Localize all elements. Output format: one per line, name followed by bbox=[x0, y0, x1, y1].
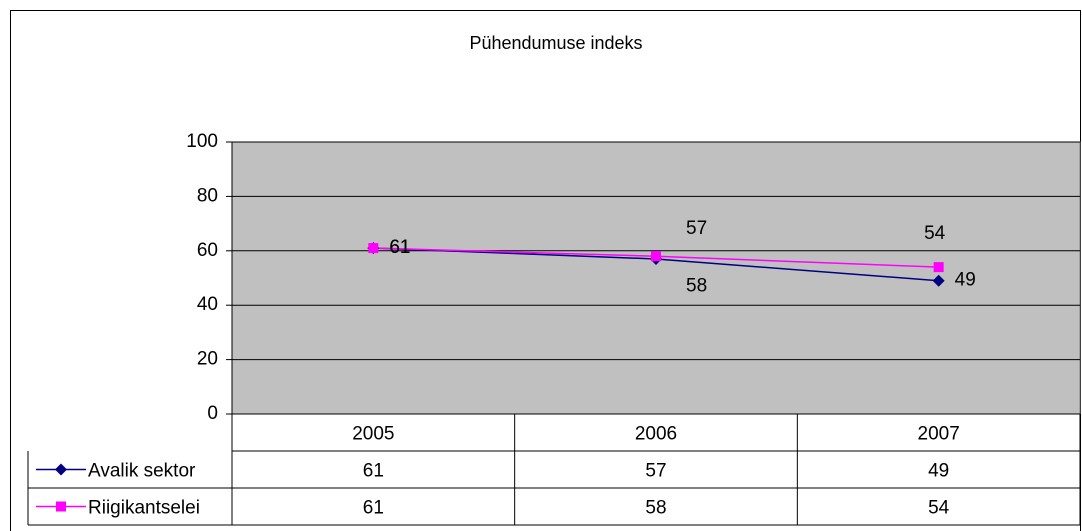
marker bbox=[55, 463, 67, 476]
table-value: 58 bbox=[645, 498, 666, 519]
table-value: 61 bbox=[363, 498, 384, 519]
chart-title: Pühendumuse indeks bbox=[469, 33, 642, 53]
marker bbox=[651, 251, 661, 262]
y-tick-label: 100 bbox=[186, 131, 218, 152]
marker bbox=[932, 274, 945, 287]
table-value: 49 bbox=[928, 461, 949, 482]
plot-area bbox=[231, 141, 1081, 415]
data-label: 57 bbox=[686, 218, 707, 239]
marker bbox=[368, 243, 379, 254]
table-value: 61 bbox=[363, 461, 384, 482]
x-tick-label: 2007 bbox=[918, 424, 960, 445]
legend-label: Riigikantselei bbox=[88, 498, 200, 519]
data-label: 49 bbox=[955, 270, 976, 291]
data-label: 58 bbox=[686, 275, 707, 296]
x-tick-label: 2005 bbox=[352, 424, 394, 445]
y-tick-label: 80 bbox=[197, 185, 218, 206]
data-label: 61 bbox=[389, 237, 410, 258]
y-tick-label: 0 bbox=[207, 403, 218, 424]
table-value: 54 bbox=[928, 498, 950, 519]
y-tick-label: 40 bbox=[197, 294, 218, 315]
marker bbox=[933, 262, 944, 273]
table-value: 57 bbox=[645, 461, 666, 482]
x-tick-label: 2006 bbox=[635, 424, 677, 445]
y-tick-label: 20 bbox=[197, 349, 218, 370]
marker bbox=[56, 501, 66, 512]
legend-label: Avalik sektor bbox=[88, 461, 196, 482]
data-label: 54 bbox=[924, 223, 946, 244]
y-tick-label: 60 bbox=[197, 240, 218, 261]
data-label: 61 bbox=[389, 237, 410, 258]
